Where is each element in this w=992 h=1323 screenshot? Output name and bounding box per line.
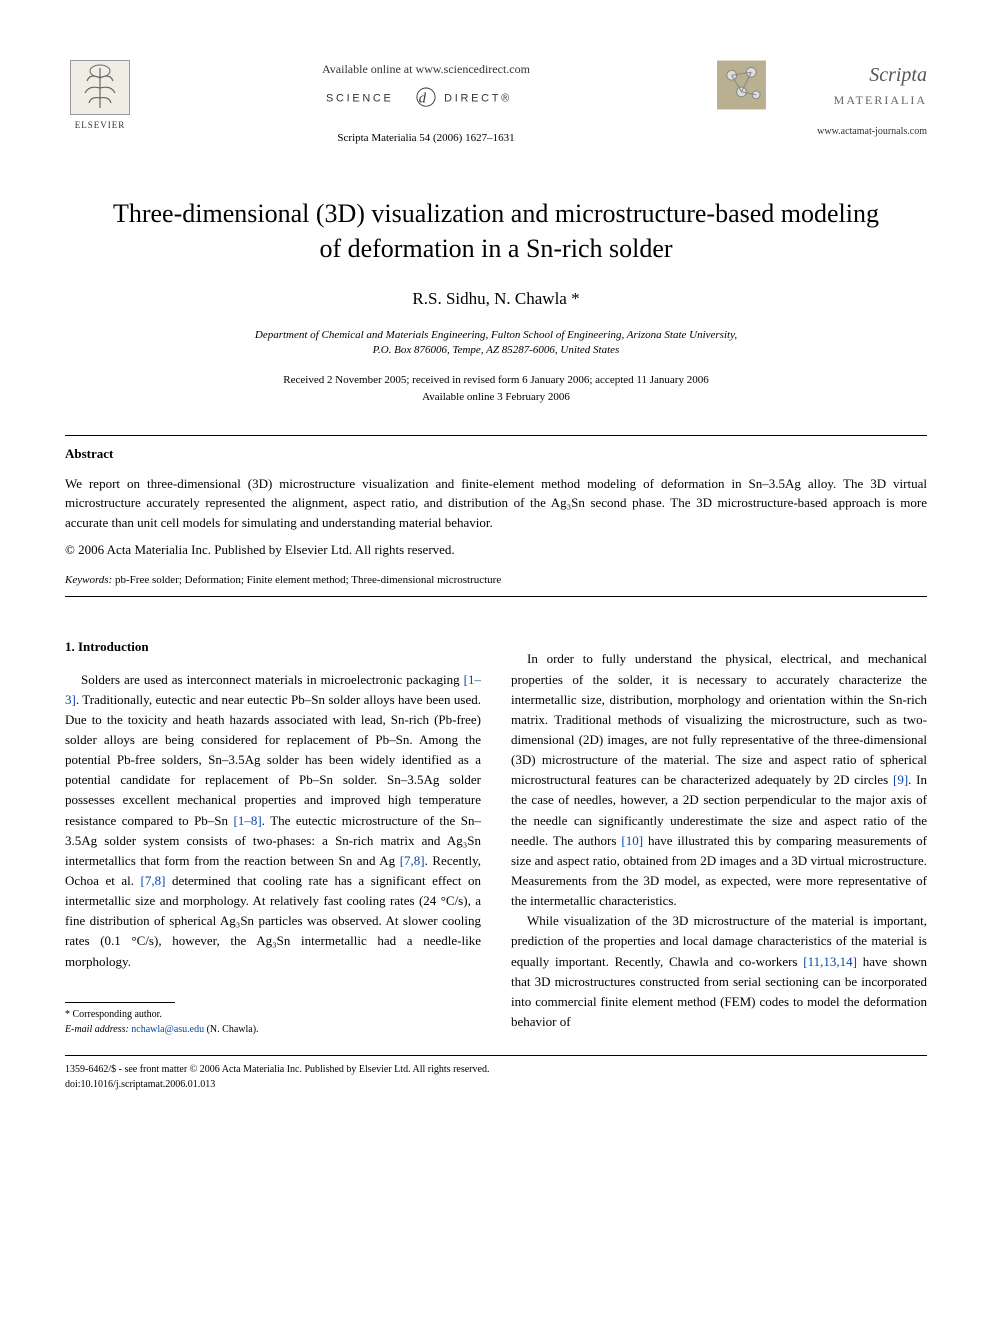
- authors: R.S. Sidhu, N. Chawla *: [65, 286, 927, 312]
- ref-link[interactable]: [7,8]: [141, 873, 166, 888]
- footnote-divider: [65, 1002, 175, 1003]
- svg-text:DIRECT®: DIRECT®: [444, 93, 512, 105]
- footer-doi: doi:10.1016/j.scriptamat.2006.01.013: [65, 1077, 927, 1092]
- article-title: Three-dimensional (3D) visualization and…: [105, 196, 887, 266]
- abstract-text: We report on three-dimensional (3D) micr…: [65, 474, 927, 533]
- journal-reference: Scripta Materialia 54 (2006) 1627–1631: [155, 130, 697, 147]
- article-dates: Received 2 November 2005; received in re…: [65, 372, 927, 405]
- ref-link[interactable]: [10]: [621, 833, 643, 848]
- materialia-word: MATERIALIA: [834, 93, 927, 107]
- scripta-molecule-icon: [717, 60, 766, 110]
- corresponding-author-note: * Corresponding author. E-mail address: …: [65, 1007, 481, 1037]
- email-line: E-mail address: nchawla@asu.edu (N. Chaw…: [65, 1022, 481, 1037]
- keywords-label: Keywords:: [65, 574, 112, 586]
- corresponding-label: * Corresponding author.: [65, 1007, 481, 1022]
- intro-para-1: Solders are used as interconnect materia…: [65, 670, 481, 972]
- left-column: 1. Introduction Solders are used as inte…: [65, 607, 481, 1036]
- email-link[interactable]: nchawla@asu.edu: [131, 1024, 204, 1035]
- abstract-label: Abstract: [65, 444, 927, 464]
- scripta-word: Scripta: [869, 64, 927, 86]
- scripta-title: Scripta MATERIALIA: [776, 60, 927, 110]
- footer-line1: 1359-6462/$ - see front matter © 2006 Ac…: [65, 1062, 927, 1077]
- svg-text:d: d: [419, 91, 427, 107]
- article-page: ELSEVIER Available online at www.science…: [0, 0, 992, 1132]
- footer-info: 1359-6462/$ - see front matter © 2006 Ac…: [65, 1062, 927, 1092]
- ref-link[interactable]: [7,8]: [400, 853, 425, 868]
- elsevier-tree-icon: [70, 60, 130, 115]
- journal-url[interactable]: www.actamat-journals.com: [717, 124, 927, 139]
- affiliation-line1: Department of Chemical and Materials Eng…: [255, 329, 737, 341]
- science-direct-logo: SCIENCE d DIRECT®: [155, 86, 697, 116]
- available-online-text: Available online at www.sciencedirect.co…: [155, 60, 697, 78]
- elsevier-label: ELSEVIER: [75, 119, 126, 133]
- divider: [65, 435, 927, 436]
- abstract-copyright: © 2006 Acta Materialia Inc. Published by…: [65, 540, 927, 560]
- available-date: Available online 3 February 2006: [422, 391, 570, 403]
- received-date: Received 2 November 2005; received in re…: [283, 374, 708, 386]
- text: . Traditionally, eutectic and near eutec…: [65, 692, 481, 828]
- ref-link[interactable]: [11,13,14]: [803, 954, 857, 969]
- center-header: Available online at www.sciencedirect.co…: [135, 60, 717, 146]
- scripta-logo-block: Scripta MATERIALIA www.actamat-journals.…: [717, 60, 927, 139]
- elsevier-logo: ELSEVIER: [65, 60, 135, 140]
- intro-para-2: In order to fully understand the physica…: [511, 649, 927, 911]
- section-1-heading: 1. Introduction: [65, 637, 481, 657]
- footer-divider: [65, 1055, 927, 1056]
- intro-para-3: While visualization of the 3D microstruc…: [511, 911, 927, 1032]
- right-column: In order to fully understand the physica…: [511, 607, 927, 1036]
- scripta-box: Scripta MATERIALIA: [717, 60, 927, 110]
- text: In order to fully understand the physica…: [511, 651, 927, 787]
- keywords-text: pb-Free solder; Deformation; Finite elem…: [112, 574, 501, 586]
- affiliation: Department of Chemical and Materials Eng…: [65, 328, 927, 359]
- ref-link[interactable]: [1–8]: [234, 813, 262, 828]
- text: Solders are used as interconnect materia…: [81, 672, 464, 687]
- body-columns: 1. Introduction Solders are used as inte…: [65, 607, 927, 1036]
- header-row: ELSEVIER Available online at www.science…: [65, 60, 927, 146]
- email-suffix: (N. Chawla).: [204, 1024, 258, 1035]
- divider: [65, 596, 927, 597]
- affiliation-line2: P.O. Box 876006, Tempe, AZ 85287-6006, U…: [373, 344, 620, 356]
- email-label: E-mail address:: [65, 1024, 131, 1035]
- keywords-line: Keywords: pb-Free solder; Deformation; F…: [65, 572, 927, 589]
- svg-text:SCIENCE: SCIENCE: [326, 93, 394, 105]
- ref-link[interactable]: [9]: [893, 772, 908, 787]
